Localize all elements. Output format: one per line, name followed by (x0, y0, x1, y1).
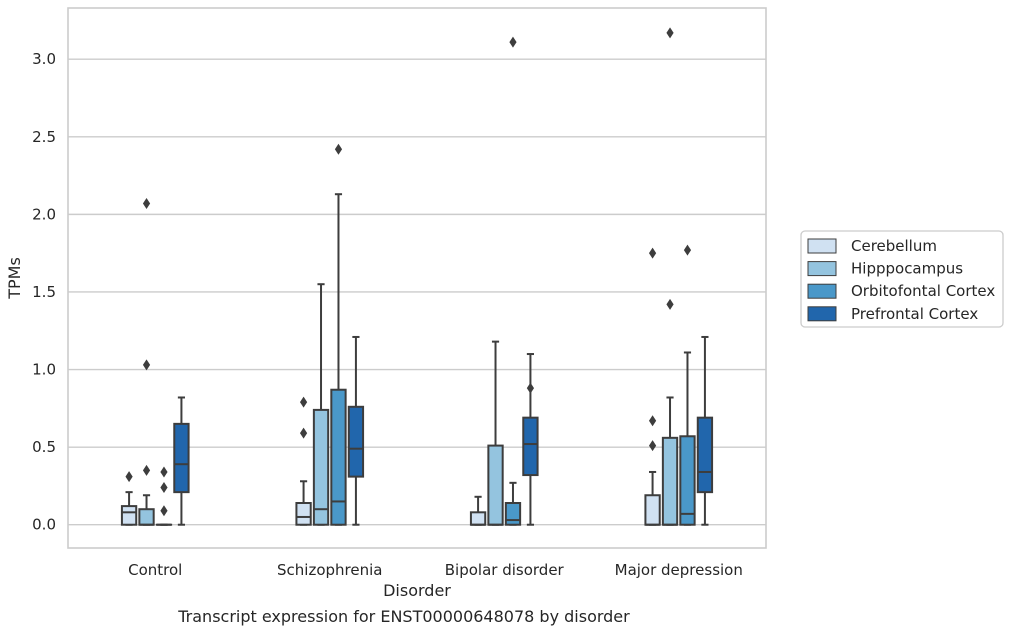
x-tick-label: Major depression (615, 561, 743, 579)
box (469, 495, 487, 526)
outlier-point (142, 464, 151, 476)
y-axis-title: TPMs (5, 257, 24, 300)
axes: 0.0 0.5 1.0 1.5 2.0 2.5 3.0 Control Schizophreni… (32, 50, 743, 579)
outlier-point (142, 359, 151, 371)
outlier-point (648, 440, 657, 452)
x-axis-title: Disorder (383, 581, 451, 600)
box (679, 244, 696, 526)
x-tick-label: Control (128, 561, 182, 579)
legend-swatch (807, 283, 837, 299)
box (522, 353, 539, 526)
box-body (312, 408, 330, 526)
box-body (295, 502, 312, 526)
legend-swatch (807, 306, 837, 322)
legend: Cerebellum Hipppocampus Orbitofontal Corte… (800, 230, 1004, 328)
box (173, 396, 190, 526)
outlier-point (666, 27, 674, 39)
box (644, 247, 661, 526)
y-tick-label: 0.5 (32, 438, 56, 456)
outlier-point (509, 36, 517, 48)
box (661, 27, 679, 526)
y-tick-label: 1.5 (32, 283, 56, 301)
box-body (661, 436, 679, 526)
box (312, 283, 330, 526)
box-body (504, 502, 522, 526)
outlier-point (160, 481, 168, 493)
outlier-point (160, 466, 168, 478)
y-tick-label: 3.0 (32, 50, 56, 68)
outlier-point (299, 427, 308, 439)
y-tick-label: 2.5 (32, 128, 56, 146)
series-cerebellum (120, 247, 661, 526)
outlier-point (334, 143, 343, 155)
legend-label: Orbitofontal Cortex (851, 282, 995, 300)
outlier-point (142, 198, 151, 210)
outlier-point (648, 247, 657, 259)
legend-label: Hipppocampus (851, 260, 963, 278)
box-body (696, 416, 714, 494)
outlier-point (683, 244, 692, 256)
box-body (469, 511, 487, 526)
series-orbitofontal-cortex (155, 36, 696, 526)
box-body (173, 422, 190, 494)
chart-caption: Transcript expression for ENST0000064807… (177, 607, 630, 626)
y-tick-label: 2.0 (32, 205, 56, 223)
box-body (644, 494, 661, 526)
y-tick-label: 0.0 (32, 516, 56, 534)
box (696, 335, 714, 526)
box (347, 335, 365, 526)
box (155, 466, 173, 526)
box-series-layer (120, 27, 714, 526)
series-prefrontal-cortex (173, 335, 714, 526)
legend-label: Cerebellum (851, 237, 937, 255)
legend-frame (800, 230, 1004, 328)
box-body (522, 416, 539, 477)
box (487, 340, 504, 526)
box-body (138, 508, 155, 526)
box (295, 396, 312, 526)
legend-swatch (807, 261, 837, 277)
outlier-point (299, 396, 308, 408)
outlier-point (125, 471, 133, 483)
box-body (487, 444, 504, 526)
box (504, 36, 522, 526)
box-body (330, 388, 347, 526)
box (138, 198, 155, 526)
box (120, 471, 138, 526)
outlier-point (160, 505, 168, 517)
series-hipppocampus (138, 27, 679, 526)
y-tick-label: 1.0 (32, 361, 56, 379)
x-tick-label: Schizophrenia (277, 561, 382, 579)
x-tick-label: Bipolar disorder (445, 561, 565, 579)
outlier-point (648, 415, 657, 427)
legend-swatch (807, 238, 837, 254)
outlier-point (666, 298, 674, 310)
legend-label: Prefrontal Cortex (851, 305, 978, 323)
box-body (347, 405, 365, 478)
box-body (679, 435, 696, 526)
box-body (120, 505, 138, 526)
outlier-point (526, 382, 535, 394)
box (330, 143, 347, 526)
plot-frame (67, 7, 767, 549)
